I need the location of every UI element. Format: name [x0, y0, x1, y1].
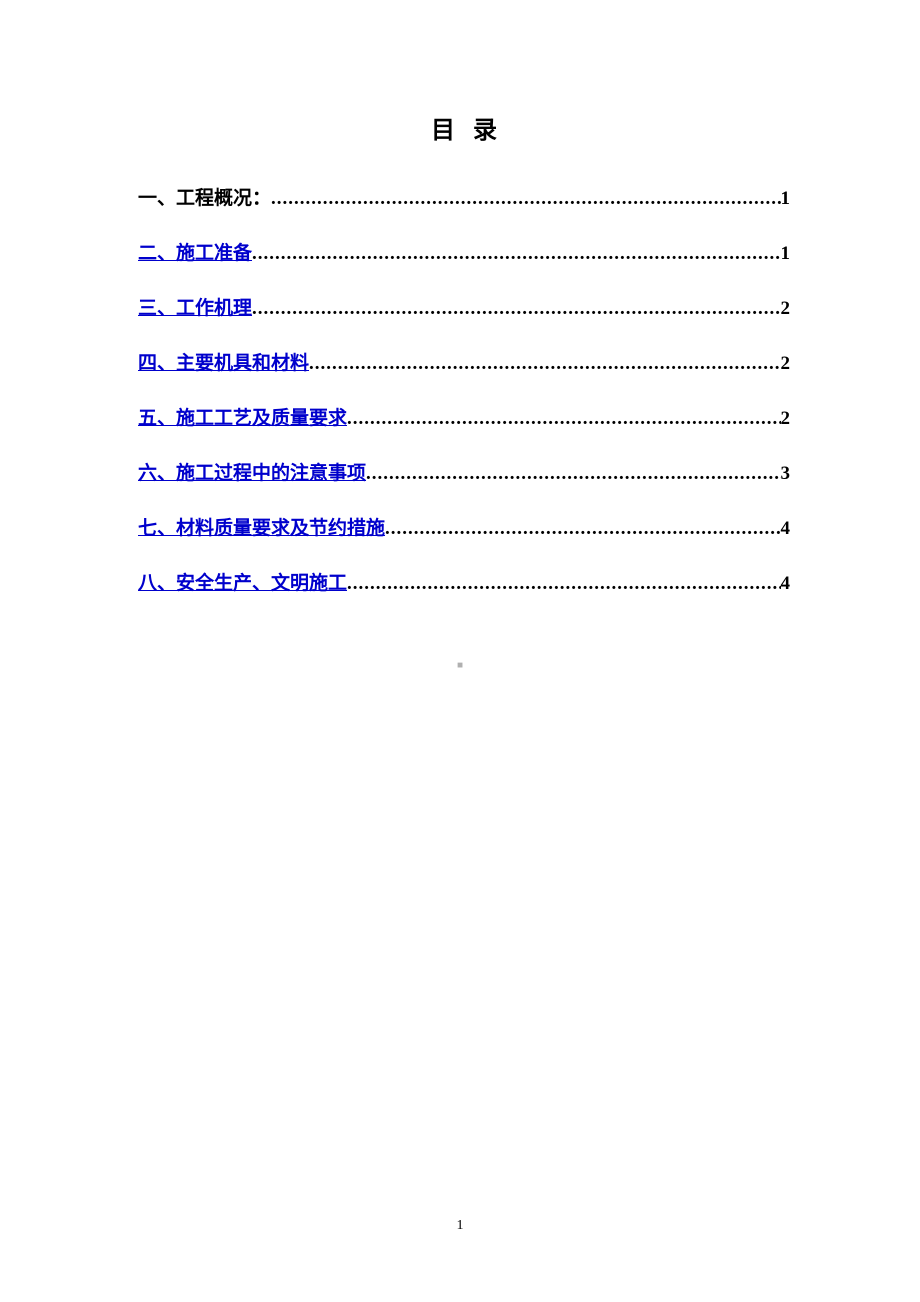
- toc-entry: 八、安全生产、文明施工 4: [138, 568, 790, 595]
- toc-link[interactable]: 三、工作机理: [138, 293, 252, 320]
- toc-label: 一、工程概况：: [138, 183, 271, 210]
- toc-entry: 四、主要机具和材料 2: [138, 348, 790, 375]
- toc-leader-dots: [347, 573, 780, 595]
- toc-page-number: 2: [781, 353, 791, 375]
- toc-page-number: 4: [781, 573, 791, 595]
- toc-leader-dots: [309, 353, 780, 375]
- watermark: ■: [457, 660, 463, 671]
- toc-link[interactable]: 四、主要机具和材料: [138, 348, 309, 375]
- toc-page-number: 1: [781, 243, 791, 265]
- toc-page-number: 3: [781, 463, 791, 485]
- toc-page-number: 4: [781, 518, 791, 540]
- toc-link[interactable]: 二、施工准备: [138, 238, 252, 265]
- page-number: 1: [457, 1218, 464, 1234]
- toc-leader-dots: [385, 518, 780, 540]
- toc-entry: 一、工程概况： 1: [138, 183, 790, 210]
- toc-entry: 二、施工准备 1: [138, 238, 790, 265]
- toc-title: 目录: [138, 110, 790, 145]
- toc-page-number: 2: [781, 298, 791, 320]
- toc-page-number: 1: [781, 188, 791, 210]
- toc-link[interactable]: 五、施工工艺及质量要求: [138, 403, 347, 430]
- toc-page-number: 2: [781, 408, 791, 430]
- toc-leader-dots: [366, 463, 780, 485]
- toc-entry: 六、施工过程中的注意事项 3: [138, 458, 790, 485]
- toc-entry: 三、工作机理 2: [138, 293, 790, 320]
- toc-link[interactable]: 七、材料质量要求及节约措施: [138, 513, 385, 540]
- toc-leader-dots: [252, 243, 780, 265]
- toc-leader-dots: [252, 298, 780, 320]
- toc-leader-dots: [271, 188, 780, 210]
- document-page: 目录 一、工程概况：1二、施工准备1三、工作机理2四、主要机具和材料2五、施工工…: [0, 0, 920, 595]
- toc-link[interactable]: 八、安全生产、文明施工: [138, 568, 347, 595]
- toc-entry: 七、材料质量要求及节约措施 4: [138, 513, 790, 540]
- toc-link[interactable]: 六、施工过程中的注意事项: [138, 458, 366, 485]
- toc-list: 一、工程概况：1二、施工准备1三、工作机理2四、主要机具和材料2五、施工工艺及质…: [138, 183, 790, 595]
- toc-leader-dots: [347, 408, 780, 430]
- toc-entry: 五、施工工艺及质量要求 2: [138, 403, 790, 430]
